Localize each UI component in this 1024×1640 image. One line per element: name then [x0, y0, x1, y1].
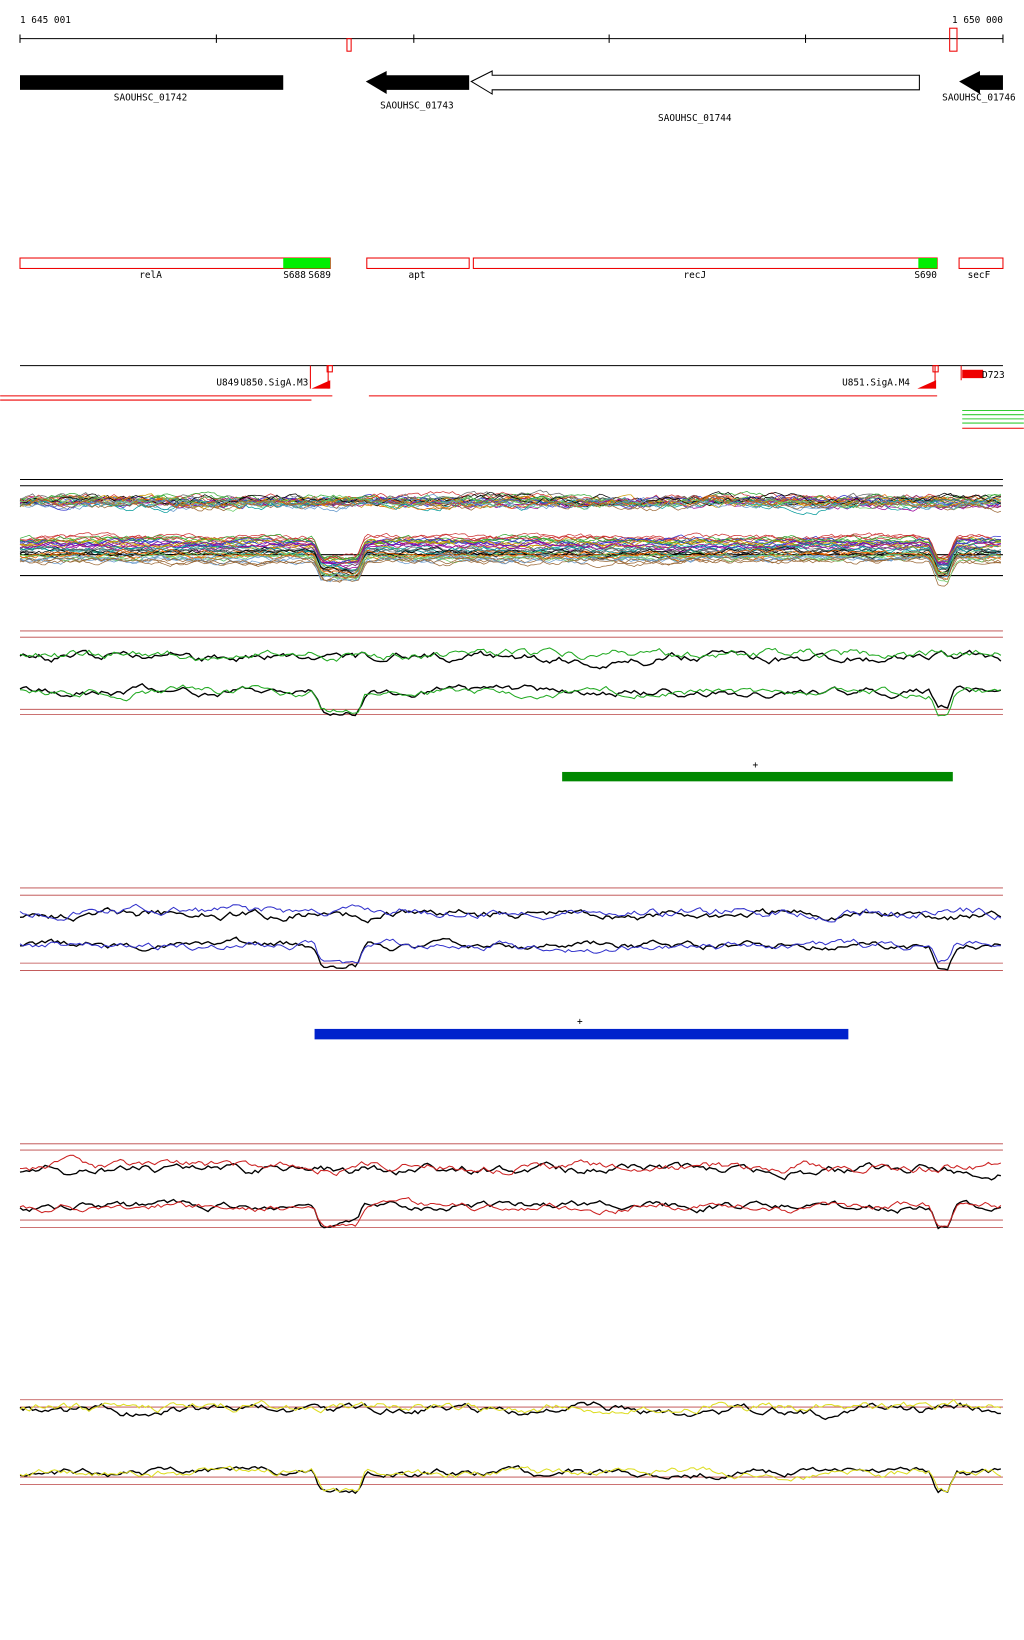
annotation-label: S688: [283, 270, 306, 281]
annotation-label: recJ: [683, 270, 706, 281]
promoter-flag: [932, 365, 939, 373]
profile-line: [19, 552, 1001, 583]
annotation-label: relA: [139, 270, 162, 281]
profile-line: [19, 1154, 1002, 1177]
ruler-ticks: [19, 34, 1004, 43]
ruler: 1 645 001 1 650 000: [19, 15, 1004, 52]
genes: SAOUHSC_01742 SAOUHSC_01743 SAOUHSC_0174…: [20, 70, 1016, 124]
profiles: + +: [19, 478, 1003, 1495]
profile-line: [19, 1464, 1002, 1495]
promoter-label: U849: [216, 377, 239, 388]
gene: [20, 75, 284, 90]
profile-line: [19, 494, 1002, 511]
segment-label: +: [753, 760, 759, 771]
gene: [365, 71, 470, 95]
gene: [470, 70, 920, 95]
profile-line: [19, 1399, 1002, 1415]
profile-line: [19, 548, 1001, 580]
profile-line: [19, 647, 1002, 662]
profile-line: [19, 906, 1002, 924]
profile-line: [19, 553, 1001, 581]
profile-line: [19, 545, 1002, 574]
marker: [346, 38, 352, 52]
gene-label: SAOUHSC_01743: [380, 101, 453, 112]
annotation-label: secF: [968, 270, 991, 281]
profile-line: [19, 537, 1002, 564]
gene-label: SAOUHSC_01746: [942, 92, 1016, 103]
annotation-label: S689: [308, 270, 331, 281]
profile-line: [19, 534, 1002, 564]
reference-lines: [19, 478, 1003, 577]
profile-line: [19, 549, 1001, 579]
profile-line: [19, 550, 1001, 583]
profile-line: [19, 1401, 1001, 1421]
promoter-label: D723: [982, 370, 1005, 381]
gene-label: SAOUHSC_01744: [658, 113, 732, 124]
segment-bar: [562, 771, 953, 782]
profile-line: [19, 532, 1002, 561]
promoter-box: [962, 369, 984, 379]
profile-line: [19, 493, 1001, 513]
profile-line: [19, 903, 1002, 923]
promoter-label: U851.SigA.M4: [842, 377, 910, 388]
coverage-lines: [962, 410, 1024, 424]
annotation-segment: [918, 258, 938, 269]
profile-line: [19, 537, 1001, 568]
profile-line: [19, 684, 1002, 717]
ruler-end: 1 650 000: [952, 15, 1003, 26]
annotation-segment: [283, 258, 331, 269]
gene-label: SAOUHSC_01742: [114, 92, 188, 103]
profile-line: [19, 554, 1002, 582]
segment-label: +: [577, 1017, 583, 1028]
annotation: [958, 257, 1004, 269]
profile-line: [19, 682, 1002, 717]
annotation: [472, 257, 938, 269]
reference-lines: [19, 630, 1003, 1485]
profile-line: [19, 649, 1002, 670]
promoters: U849 U850.SigA.M3 U851.SigA.M4 D723: [0, 365, 1024, 429]
profile-line: [19, 495, 1001, 510]
annotation: [366, 257, 470, 269]
profile-line: [19, 938, 1001, 964]
profile-line: [19, 495, 1002, 510]
profile-line: [19, 533, 1002, 563]
profile-line: [19, 551, 1001, 579]
profile-line: [19, 547, 1001, 575]
promoter-flag: [326, 365, 333, 373]
profile-line: [19, 936, 1002, 971]
gene: [959, 71, 1003, 95]
annotation-label: apt: [408, 270, 425, 281]
marker: [949, 27, 958, 52]
coverage-lines: [0, 395, 938, 401]
profile-line: [19, 497, 1001, 513]
profile-line: [19, 541, 1001, 569]
annotations: relA S688 S689 apt recJ S690 secF: [19, 257, 1004, 281]
profile-line: [19, 542, 1001, 571]
promoter-label: U850.SigA.M3: [240, 377, 308, 388]
annotation-label: S690: [914, 270, 937, 281]
profile-line: [19, 1161, 1001, 1181]
profile-line: [19, 1465, 1002, 1493]
promoter-lines: [309, 365, 962, 389]
profile-line: [19, 1198, 1002, 1230]
segment-bar: [314, 1028, 849, 1040]
profile-line: [19, 1197, 1002, 1228]
profile-line: [19, 491, 1002, 507]
ruler-start: 1 645 001: [20, 15, 71, 26]
